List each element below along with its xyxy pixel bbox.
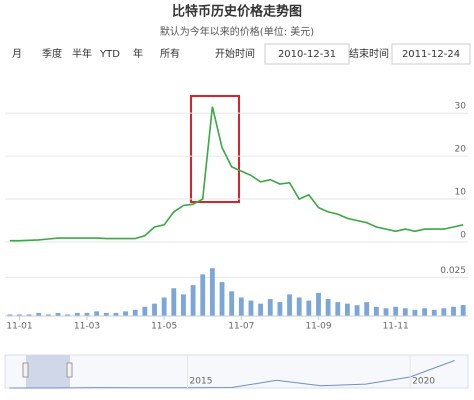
y-tick-label: 30 — [455, 102, 467, 112]
volume-bar — [200, 274, 206, 316]
volume-bar — [402, 308, 408, 316]
start-input[interactable] — [264, 43, 350, 65]
start-label: 开始时间 — [215, 47, 255, 60]
volume-bar — [238, 297, 244, 316]
volume-bar — [219, 282, 225, 316]
y-tick-label: 20 — [455, 145, 467, 155]
volume-bar — [412, 309, 418, 316]
range-button[interactable]: 半年 — [72, 47, 92, 60]
volume-bar — [113, 312, 119, 316]
chart-subtitle: 默认为今年以来的价格(单位: 美元) — [160, 25, 314, 38]
volume-bar — [229, 291, 235, 316]
volume-bar — [383, 308, 389, 316]
price-line — [9, 360, 455, 389]
volume-bar — [26, 314, 32, 316]
highlight-box — [190, 95, 240, 203]
x-tick-label: 2015 — [190, 377, 213, 387]
volume-bar — [451, 306, 456, 316]
navigator-selection[interactable] — [26, 355, 70, 388]
volume-bar — [171, 288, 177, 316]
range-button[interactable]: 年 — [133, 47, 143, 60]
x-tick-label: 11-05 — [151, 322, 177, 332]
volume-bar — [393, 306, 399, 316]
volume-bar — [84, 312, 90, 316]
volume-bar — [55, 312, 61, 316]
price-line — [9, 106, 464, 242]
volume-bar — [123, 311, 128, 316]
x-tick-label: 11-11 — [383, 322, 409, 332]
start-date[interactable]: 2010-12-31 — [278, 49, 336, 60]
volume-bar — [17, 314, 22, 316]
range-button[interactable]: 月 — [12, 48, 22, 60]
volume-bar — [345, 303, 350, 316]
volume-bar — [354, 305, 360, 316]
navigator-handle[interactable] — [66, 362, 73, 378]
volume-bar — [364, 302, 370, 316]
volume-bar — [373, 306, 379, 316]
volume-bar — [94, 311, 100, 316]
range-button[interactable]: YTD — [99, 49, 120, 60]
volume-bar — [65, 314, 71, 316]
volume-bar — [306, 300, 312, 316]
volume-bar — [422, 308, 428, 316]
navigator-background — [4, 354, 469, 389]
volume-bar — [152, 303, 157, 316]
chart-title: 比特币历史价格走势图 — [172, 4, 302, 20]
range-selector: 开始时间 2010-12-31 结束时间 2011-12-24 — [215, 43, 471, 65]
volume-bar — [209, 268, 215, 316]
range-button[interactable]: 所有 — [160, 47, 180, 60]
y-tick-label: 0.025 — [440, 266, 466, 276]
end-date[interactable]: 2011-12-24 — [402, 49, 460, 60]
volume-bar — [287, 294, 292, 316]
volume-bar — [161, 297, 167, 316]
volume-bar — [277, 302, 283, 316]
range-button[interactable]: 季度 — [42, 47, 62, 60]
volume-bar — [45, 314, 51, 316]
volume-bar — [181, 294, 186, 316]
x-tick-label: 2020 — [412, 377, 435, 387]
volume-bar — [132, 309, 138, 316]
volume-bar — [316, 292, 321, 316]
volume-bar — [325, 299, 331, 316]
volume-bar — [335, 302, 341, 316]
x-tick-label: 11-01 — [6, 322, 32, 332]
volume-bar — [431, 309, 437, 316]
volume-bar — [267, 299, 273, 316]
volume-bar — [258, 303, 264, 316]
y-tick-label: 0 — [460, 231, 466, 241]
volume-bar — [7, 314, 13, 316]
volume-bar — [103, 312, 109, 316]
volume-bar — [74, 312, 80, 316]
volume-bar — [460, 305, 466, 316]
volume-bar — [36, 312, 42, 316]
volume-bar — [142, 306, 148, 316]
volume-bar — [441, 308, 447, 316]
volume-bar — [190, 285, 196, 316]
volume-bar — [296, 297, 302, 316]
end-input[interactable] — [391, 43, 471, 65]
volume-bar — [248, 300, 254, 316]
x-tick-label: 11-09 — [305, 322, 331, 332]
x-tick-label: 11-07 — [228, 322, 254, 332]
x-tick-label: 11-03 — [74, 322, 100, 332]
end-label: 结束时间 — [349, 47, 389, 60]
y-tick-label: 10 — [455, 188, 467, 198]
navigator-handle[interactable] — [22, 362, 29, 378]
